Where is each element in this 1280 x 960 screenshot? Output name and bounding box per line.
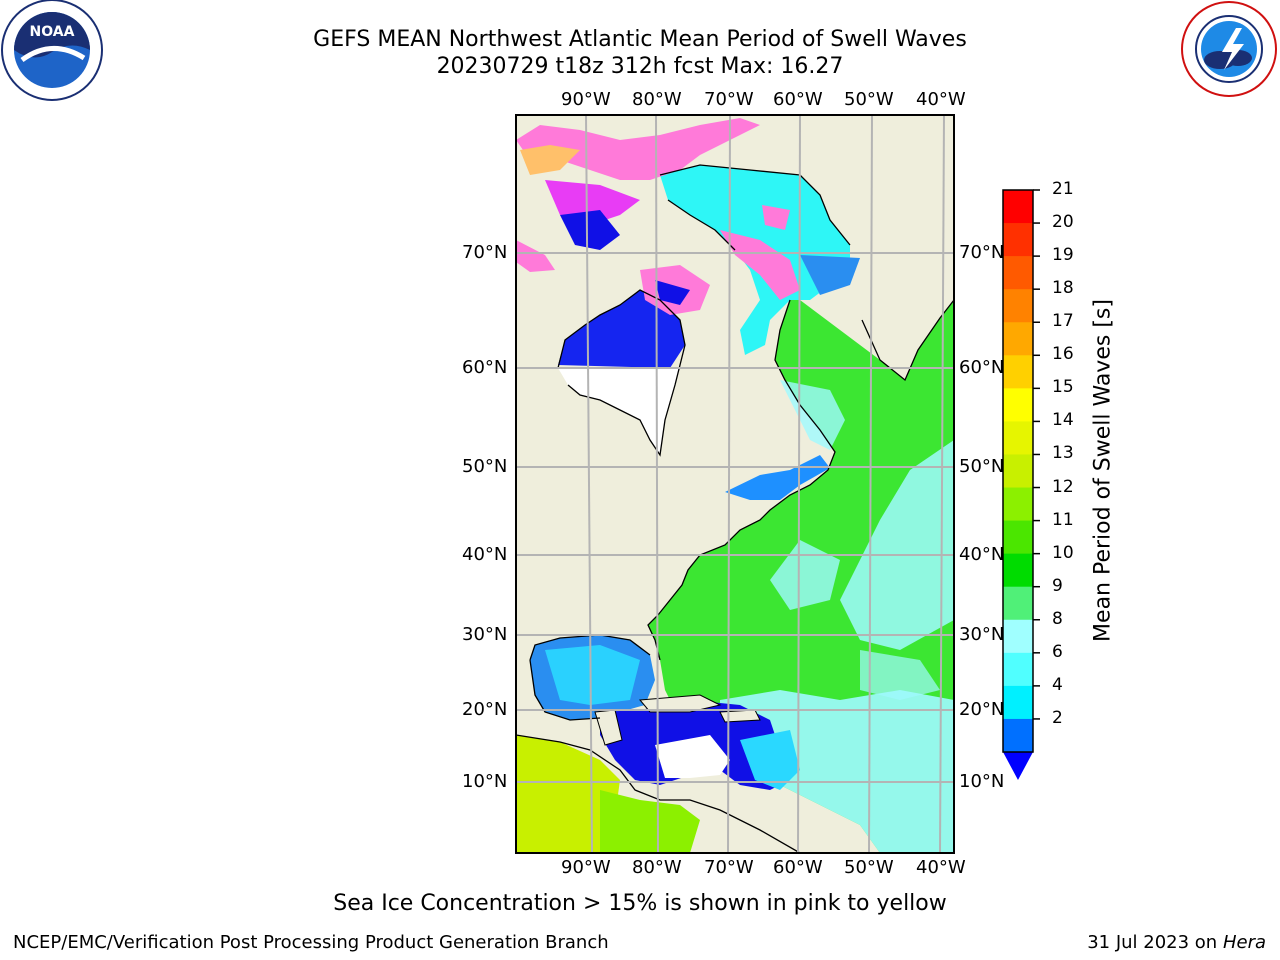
lat-label-right: 30°N: [959, 624, 1005, 645]
graticule: [516, 115, 954, 853]
colorbar-cell: [1003, 685, 1033, 720]
lat-label-left: 20°N: [462, 699, 508, 720]
colorbar-cell: [1003, 355, 1033, 389]
lon-label-top: 50°W: [844, 89, 894, 110]
colorbar-tick-label: 15: [1052, 377, 1074, 398]
lat-label-right: 40°N: [959, 544, 1005, 565]
colorbar-tick-label: 14: [1052, 410, 1074, 431]
lat-label-left: 30°N: [462, 624, 508, 645]
footer-date-text: 31 Jul 2023 on: [1087, 932, 1223, 953]
colorbar-tick-label: 18: [1052, 278, 1074, 299]
lat-label-right: 10°N: [959, 771, 1005, 792]
colorbar-cell: [1003, 322, 1033, 356]
colorbar-tick-label: 21: [1052, 179, 1074, 199]
colorbar-tick-label: 13: [1052, 443, 1074, 464]
lat-label-right: 50°N: [959, 456, 1005, 477]
lon-label-bottom: 90°W: [561, 857, 611, 878]
lat-label-left: 60°N: [462, 357, 508, 378]
chart-subtitle: 20230729 t18z 312h fcst Max: 16.27: [436, 54, 844, 79]
colorbar-cell: [1003, 586, 1033, 621]
colorbar-cell: [1003, 520, 1033, 555]
colorbar-cell: [1003, 487, 1033, 522]
colorbar-cell: [1003, 256, 1033, 290]
colorbar-cell: [1003, 718, 1033, 753]
colorbar-cell: [1003, 190, 1033, 224]
footer-date: 31 Jul 2023 on Hera: [1087, 932, 1266, 953]
map-frame: [515, 114, 955, 854]
lon-label-bottom: 60°W: [773, 857, 823, 878]
lat-label-left: 40°N: [462, 544, 508, 565]
colorbar-tick-label: 2: [1052, 707, 1063, 728]
lon-label-bottom: 70°W: [704, 857, 754, 878]
lon-label-top: 60°W: [773, 89, 823, 110]
lat-label-left: 50°N: [462, 456, 508, 477]
colorbar-tick-label: 19: [1052, 245, 1074, 266]
colorbar-cell: [1003, 223, 1033, 257]
svg-text:NOAA: NOAA: [30, 24, 75, 40]
colorbar-cell: [1003, 553, 1033, 588]
lat-label-left: 10°N: [462, 771, 508, 792]
greenland: [860, 115, 954, 375]
colorbar-under-arrow: [1003, 752, 1033, 780]
colorbar-tick-label: 20: [1052, 212, 1074, 233]
colorbar-tick-label: 4: [1052, 674, 1063, 695]
lon-label-top: 90°W: [561, 89, 611, 110]
lon-label-bottom: 80°W: [632, 857, 682, 878]
colorbar-cell: [1003, 652, 1033, 687]
lat-label-right: 60°N: [959, 357, 1005, 378]
lat-label-right: 70°N: [959, 242, 1005, 263]
colorbar-tick-label: 9: [1052, 575, 1063, 596]
colorbar-cell: [1003, 421, 1033, 455]
hudson-bay: [558, 290, 685, 368]
noaa-logo: NOAA: [0, 0, 105, 109]
sea-ice-caption: Sea Ice Concentration > 15% is shown in …: [333, 891, 947, 916]
colorbar-cell: [1003, 289, 1033, 323]
colorbar-tick-label: 17: [1052, 311, 1074, 332]
colorbar: [1002, 189, 1040, 780]
colorbar-tick-label: 16: [1052, 344, 1074, 365]
colorbar-label: Mean Period of Swell Waves [s]: [1090, 299, 1116, 642]
footer-host: Hera: [1222, 932, 1266, 953]
lat-label-left: 70°N: [462, 242, 508, 263]
lon-label-top: 40°W: [916, 89, 966, 110]
colorbar-tick-label: 6: [1052, 641, 1063, 662]
chart-title: GEFS MEAN Northwest Atlantic Mean Period…: [313, 27, 967, 52]
colorbar-tick-label: 10: [1052, 542, 1074, 563]
footer-credit: NCEP/EMC/Verification Post Processing Pr…: [13, 932, 609, 953]
lon-label-bottom: 40°W: [916, 857, 966, 878]
nws-logo: [1178, 0, 1280, 104]
lon-label-top: 70°W: [704, 89, 754, 110]
colorbar-cell: [1003, 619, 1033, 654]
colorbar-tick-label: 11: [1052, 509, 1074, 530]
colorbar-cell: [1003, 454, 1033, 489]
lon-label-top: 80°W: [632, 89, 682, 110]
colorbar-tick-label: 12: [1052, 476, 1074, 497]
lat-label-right: 20°N: [959, 699, 1005, 720]
colorbar-cell: [1003, 388, 1033, 422]
caribbean-calm: [655, 735, 730, 778]
lon-label-bottom: 50°W: [844, 857, 894, 878]
colorbar-tick-label: 8: [1052, 608, 1063, 629]
